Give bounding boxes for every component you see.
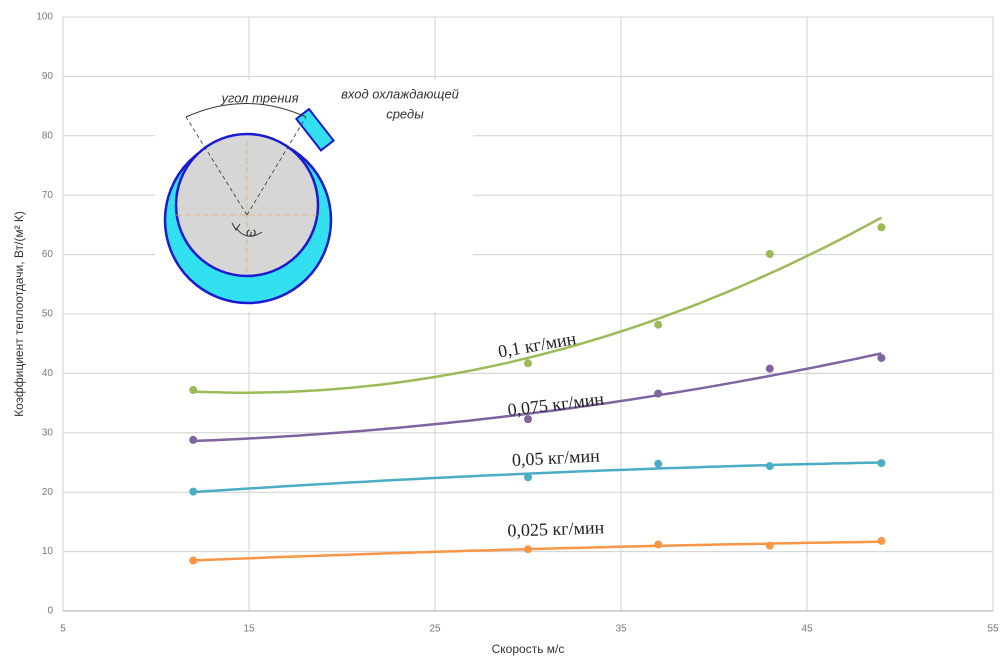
x-axis-label: Скорость м/с [492,642,565,656]
y-tick-label: 100 [36,12,53,23]
annotation: среды [386,106,424,121]
y-tick-label: 20 [42,487,54,498]
data-point [524,359,532,367]
data-point [654,321,662,329]
series-label: 0,075 кг/мин [506,388,605,420]
data-point [189,488,197,496]
y-tick-label: 50 [42,309,54,320]
x-tick-label: 15 [243,624,255,635]
y-tick-label: 10 [42,546,54,557]
data-point [524,473,532,481]
y-tick-label: 40 [42,368,54,379]
data-point [877,459,885,467]
data-point [654,460,662,468]
y-tick-label: 80 [42,130,54,141]
annotation: угол трения [220,90,298,105]
data-point [877,354,885,362]
data-point [189,557,197,565]
x-tick-label: 45 [801,624,813,635]
inset-diagram: угол трения вход охлаждающей среды ω [155,80,473,312]
data-point [766,365,774,373]
data-point [524,545,532,553]
y-tick-label: 70 [42,190,54,201]
chart: Скорость м/с Коэффициент теплоотдачи, Вт… [0,0,1003,664]
y-tick-label: 30 [42,427,54,438]
data-point [877,537,885,545]
series-label: 0,025 кг/мин [507,517,605,540]
x-tick-label: 25 [429,624,441,635]
annotation: вход охлаждающей [341,86,459,101]
x-tick-label: 55 [987,624,999,635]
y-tick-label: 0 [47,606,53,617]
data-point [766,542,774,550]
y-axis-label: Коэффициент теплоотдачи, Вт/(м² К) [12,211,26,417]
data-point [766,250,774,258]
annotation: ω [246,224,256,239]
y-tick-label: 90 [42,71,54,82]
x-tick-label: 35 [615,624,627,635]
data-point [654,540,662,548]
series-label: 0,05 кг/мин [511,445,600,470]
y-tick-label: 60 [42,249,54,260]
data-point [189,436,197,444]
data-point [766,462,774,470]
data-point [877,223,885,231]
x-tick-label: 5 [60,624,66,635]
data-point [189,386,197,394]
data-point [654,390,662,398]
